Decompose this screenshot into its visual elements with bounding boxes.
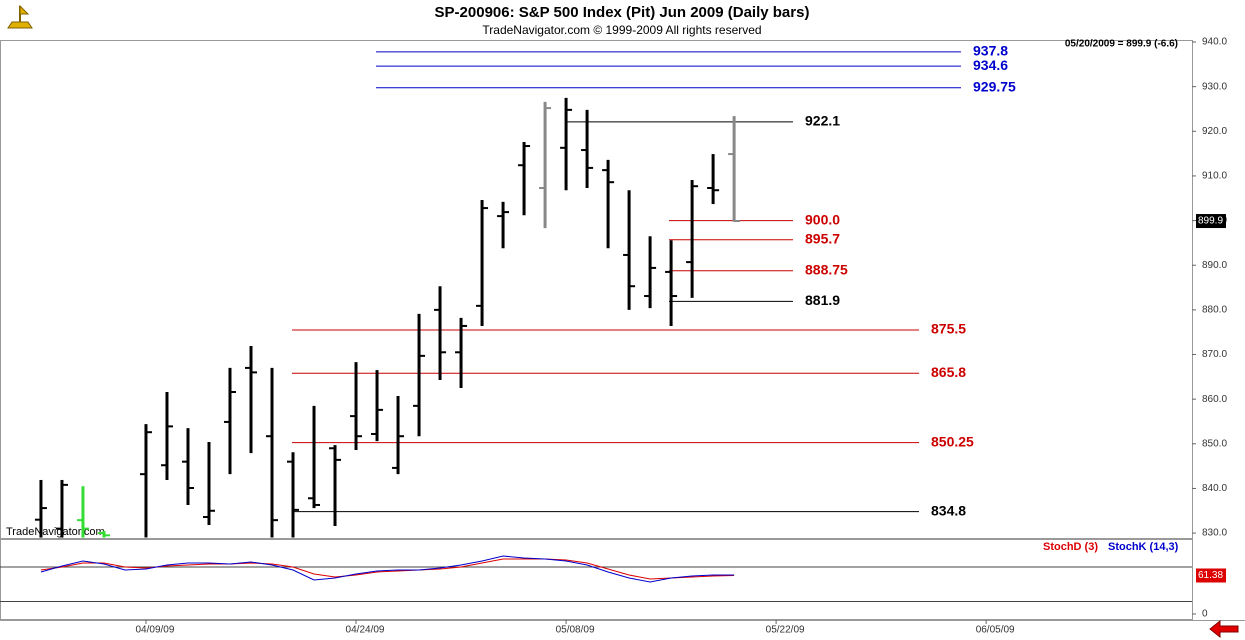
indicator-value-label: 61.38 bbox=[1198, 570, 1223, 581]
price-box-label: 899.9 bbox=[1198, 216, 1223, 227]
x-tick-label: 05/22/09 bbox=[766, 625, 805, 636]
logo bbox=[7, 4, 33, 29]
price-info: 05/20/2009 = 899.9 (-6.6) bbox=[1065, 39, 1178, 50]
indicator-panel bbox=[0, 539, 1193, 620]
x-tick-label: 05/08/09 bbox=[556, 625, 595, 636]
level-label: 875.5 bbox=[931, 321, 966, 337]
y-tick-label: 930.0 bbox=[1202, 81, 1227, 92]
level-label: 895.7 bbox=[805, 230, 840, 246]
level-label: 937.8 bbox=[973, 43, 1008, 59]
indicator-tick-label: 0 bbox=[1202, 609, 1208, 620]
x-tick-label: 04/24/09 bbox=[346, 625, 385, 636]
y-tick-label: 860.0 bbox=[1202, 394, 1227, 405]
level-label: 934.6 bbox=[973, 57, 1008, 73]
level-label: 865.8 bbox=[931, 364, 966, 380]
y-tick-label: 920.0 bbox=[1202, 126, 1227, 137]
y-tick-label: 940.0 bbox=[1202, 37, 1227, 48]
y-tick-label: 830.0 bbox=[1202, 528, 1227, 539]
indicator-line bbox=[40, 555, 735, 583]
y-tick-label: 870.0 bbox=[1202, 349, 1227, 360]
chart-subtitle: TradeNavigator.com © 1999-2009 All right… bbox=[482, 23, 761, 37]
indicator-value-box bbox=[1196, 568, 1226, 583]
level-label: 834.8 bbox=[931, 502, 966, 518]
x-tick-label: 04/09/09 bbox=[136, 625, 175, 636]
y-tick-label: 910.0 bbox=[1202, 171, 1227, 182]
scroll-arrow[interactable] bbox=[1209, 619, 1239, 639]
level-label: 922.1 bbox=[805, 113, 840, 129]
level-label: 850.25 bbox=[931, 433, 974, 449]
x-tick-label: 06/05/09 bbox=[976, 625, 1015, 636]
y-tick-label: 880.0 bbox=[1202, 305, 1227, 316]
price-box bbox=[1196, 214, 1226, 229]
y-tick-label: 890.0 bbox=[1202, 260, 1227, 271]
legend-entry: StochK (14,3) bbox=[1108, 541, 1179, 553]
price-panel bbox=[0, 40, 1193, 539]
y-tick-label: 850.0 bbox=[1202, 438, 1227, 449]
level-label: 888.75 bbox=[805, 262, 848, 278]
legend-entry: StochD (3) bbox=[1043, 541, 1098, 553]
level-label: 900.0 bbox=[805, 211, 840, 227]
chart-title: SP-200906: S&P 500 Index (Pit) Jun 2009 … bbox=[435, 4, 810, 21]
level-label: 929.75 bbox=[973, 78, 1016, 94]
level-label: 881.9 bbox=[805, 292, 840, 308]
y-tick-label: 840.0 bbox=[1202, 483, 1227, 494]
watermark: TradeNavigator.com bbox=[6, 526, 105, 538]
